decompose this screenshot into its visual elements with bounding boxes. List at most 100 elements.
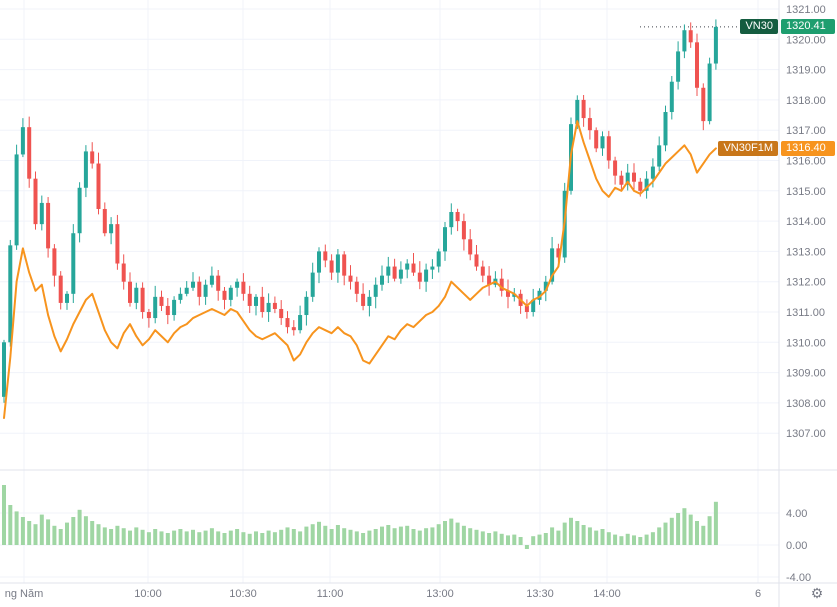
candle-body xyxy=(487,275,492,285)
candle-body xyxy=(235,281,240,288)
histogram-bar xyxy=(713,501,718,545)
candle-body xyxy=(676,51,681,82)
histogram-bar xyxy=(58,529,63,545)
candle-body xyxy=(203,284,208,297)
candle-body xyxy=(669,81,674,113)
histogram-bar xyxy=(449,518,454,545)
candle-body xyxy=(184,287,189,294)
histogram-bar xyxy=(71,517,76,545)
candle-body xyxy=(96,163,101,209)
candle-body xyxy=(342,254,347,276)
candle-body xyxy=(272,302,277,309)
histogram-bar xyxy=(146,532,151,545)
vn30f1m-price-badge: 1316.40 xyxy=(781,141,835,156)
candle-body xyxy=(682,30,687,52)
histogram-bar xyxy=(109,529,114,545)
histogram-bar xyxy=(632,535,636,545)
candle-body xyxy=(581,99,586,119)
histogram-bar xyxy=(203,530,208,545)
candle-body xyxy=(600,136,605,149)
axis-label: 1318.00 xyxy=(786,95,826,107)
candle-body xyxy=(695,42,699,88)
histogram-bar xyxy=(285,527,290,545)
histogram-bar xyxy=(197,532,202,545)
axis-label: 13:00 xyxy=(426,588,454,600)
candle-body xyxy=(65,293,69,303)
candle-body xyxy=(531,299,536,312)
candle-body xyxy=(310,272,315,297)
candle-body xyxy=(632,172,636,182)
candle-body xyxy=(405,263,410,270)
histogram-bar xyxy=(235,529,240,545)
candle-body xyxy=(650,166,655,179)
histogram-bar xyxy=(228,530,233,545)
axis-label: 1320.00 xyxy=(786,34,826,46)
histogram-bar xyxy=(493,531,498,545)
vn30-symbol-badge: VN30 xyxy=(740,19,778,34)
candle-body xyxy=(266,302,271,312)
candle-body xyxy=(361,293,366,306)
histogram-bar xyxy=(27,521,32,545)
candle-body xyxy=(449,212,454,228)
candle-body xyxy=(657,145,662,167)
histogram-bar xyxy=(14,511,19,545)
histogram-bar xyxy=(291,529,296,545)
histogram-bar xyxy=(46,519,51,545)
histogram-bar xyxy=(83,516,88,545)
histogram-bar xyxy=(619,536,624,545)
axis-label: ng Năm xyxy=(5,588,44,600)
histogram-bar xyxy=(543,533,548,545)
candle-body xyxy=(298,315,303,331)
histogram-bar xyxy=(606,532,611,545)
histogram-bar xyxy=(531,536,536,545)
candle-body xyxy=(373,284,378,297)
histogram-bar xyxy=(468,528,473,545)
candle-body xyxy=(247,293,252,306)
histogram-bar xyxy=(537,534,542,545)
axis-label: 1312.00 xyxy=(786,277,826,289)
histogram-bar xyxy=(191,529,195,545)
settings-gear-icon[interactable]: ⚙ xyxy=(810,585,824,601)
histogram-bar xyxy=(562,522,567,545)
candle-body xyxy=(77,187,82,234)
axis-label: 1309.00 xyxy=(786,368,826,380)
histogram-bar xyxy=(354,531,359,545)
histogram-bar xyxy=(550,527,555,545)
candle-body xyxy=(83,151,88,188)
histogram-bar xyxy=(2,485,6,545)
histogram-bar xyxy=(329,529,334,545)
histogram-bar xyxy=(165,533,170,545)
histogram-bar xyxy=(153,529,158,545)
histogram-bar xyxy=(676,513,681,545)
candle-body xyxy=(392,266,397,279)
candle-body xyxy=(461,221,466,240)
candle-body xyxy=(688,30,693,43)
histogram-bar xyxy=(663,522,668,545)
candle-body xyxy=(14,154,19,246)
candle-body xyxy=(52,248,57,276)
candle-body xyxy=(279,308,284,319)
candle-body xyxy=(606,136,611,161)
axis-label: -4.00 xyxy=(786,572,811,584)
histogram-bar xyxy=(644,534,649,545)
histogram-bar xyxy=(310,524,315,545)
axis-label: 1319.00 xyxy=(786,65,826,77)
histogram-bar xyxy=(216,531,221,545)
candle-body xyxy=(398,269,403,279)
axis-label: 1316.00 xyxy=(786,156,826,168)
histogram-bar xyxy=(247,533,252,545)
candle-body xyxy=(71,233,76,294)
histogram-bar xyxy=(461,525,466,545)
histogram-bar xyxy=(411,529,416,545)
candle-body xyxy=(455,212,460,222)
histogram-bar xyxy=(669,517,674,545)
axis-label: 1307.00 xyxy=(786,428,826,440)
axis-label: 1317.00 xyxy=(786,125,826,137)
histogram-bar xyxy=(587,527,592,545)
axis-label: 1313.00 xyxy=(786,246,826,258)
candle-body xyxy=(411,263,416,273)
candle-body xyxy=(317,251,321,273)
histogram-bar xyxy=(600,529,605,545)
